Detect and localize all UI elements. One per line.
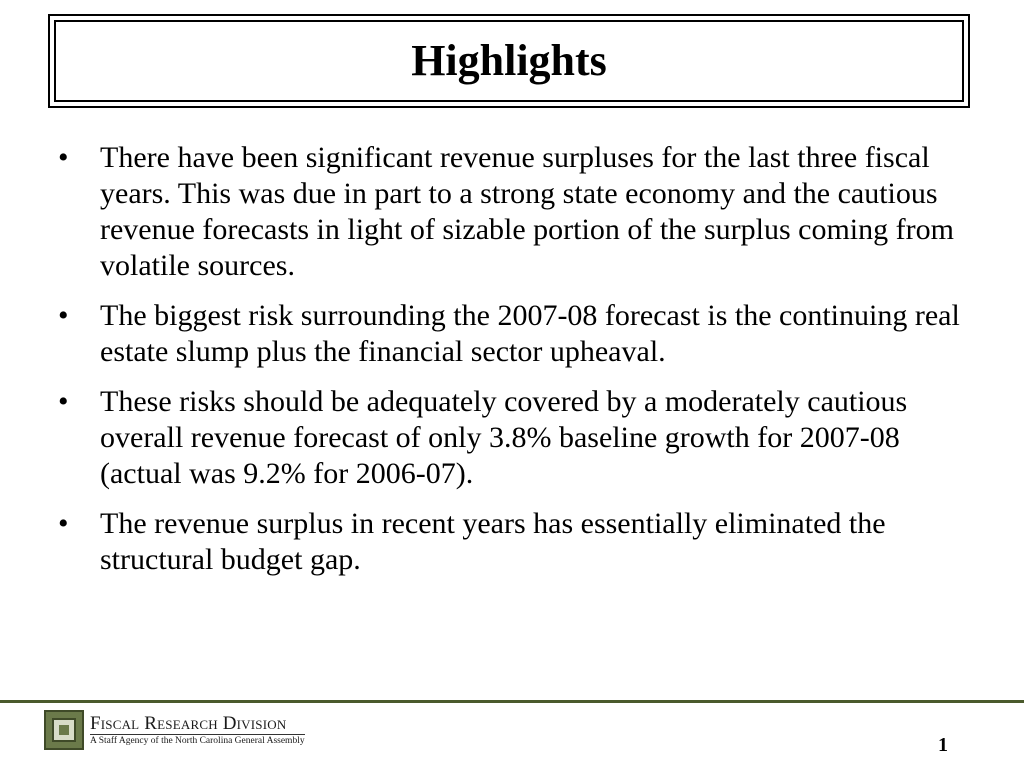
org-name: Fiscal Research Division xyxy=(90,713,305,735)
fiscal-research-division-logo-icon xyxy=(44,710,84,750)
slide-title: Highlights xyxy=(411,36,607,85)
bullet-text: There have been significant revenue surp… xyxy=(100,141,954,282)
bullet-item-2: • The biggest risk surrounding the 2007-… xyxy=(56,298,976,370)
bullet-text: These risks should be adequately covered… xyxy=(100,385,908,490)
title-frame: Highlights xyxy=(48,14,970,108)
bullet-text: The biggest risk surrounding the 2007-08… xyxy=(100,299,960,368)
bullet-item-4: • The revenue surplus in recent years ha… xyxy=(56,506,976,578)
logo-text: Fiscal Research Division A Staff Agency … xyxy=(90,713,305,747)
bullet-list: • There have been significant revenue su… xyxy=(56,140,976,592)
bullet-item-1: • There have been significant revenue su… xyxy=(56,140,976,284)
footer-divider xyxy=(0,700,1024,703)
bullet-icon: • xyxy=(58,141,69,174)
bullet-item-3: • These risks should be adequately cover… xyxy=(56,384,976,492)
org-subtitle: A Staff Agency of the North Carolina Gen… xyxy=(90,735,305,746)
footer-logo: Fiscal Research Division A Staff Agency … xyxy=(44,710,305,750)
title-frame-inner: Highlights xyxy=(54,20,964,102)
bullet-icon: • xyxy=(58,299,69,332)
bullet-text: The revenue surplus in recent years has … xyxy=(100,507,886,576)
bullet-icon: • xyxy=(58,385,69,418)
bullet-icon: • xyxy=(58,507,69,540)
page-number: 1 xyxy=(938,734,948,756)
